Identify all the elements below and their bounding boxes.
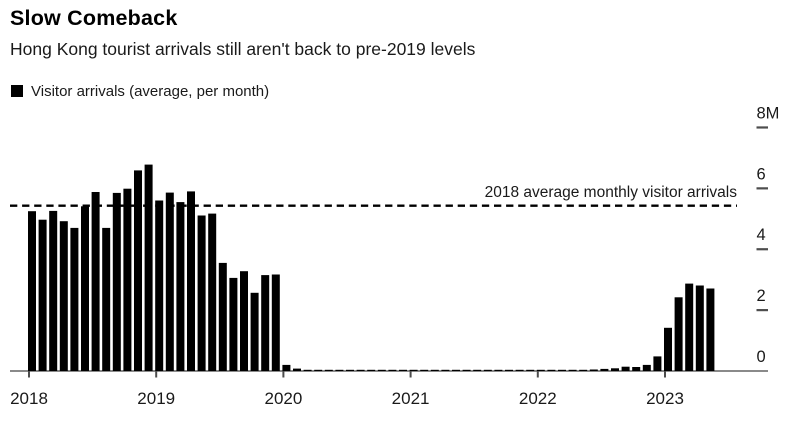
bar-2018-09 [112,192,121,371]
bar-2023-04 [695,285,704,371]
bar-2021-01 [409,369,418,371]
x-axis-year-label-2021: 2021 [392,389,430,408]
bar-2023-05 [706,288,715,371]
bar-2019-12 [271,274,280,371]
bar-2023-02 [674,297,683,371]
bar-2020-08 [356,369,365,371]
bar-2020-05 [324,369,333,371]
bar-2022-08 [611,368,619,371]
y-axis-tick-label-8: 8M [757,105,780,123]
bar-2022-10 [632,367,641,371]
bar-2022-11 [642,364,651,371]
bar-2019-09 [240,271,248,371]
bar-2021-05 [452,369,460,371]
bar-2020-11 [388,369,397,371]
bar-2018-02 [38,219,47,371]
bar-2019-10 [250,292,259,371]
bar-2020-04 [314,369,323,371]
bar-2020-12 [399,369,407,371]
bar-2018-11 [134,170,142,371]
chart-title: Slow Comeback [10,6,178,30]
bar-2021-12 [526,369,535,371]
bar-2019-06 [208,213,217,371]
x-axis-year-label-2020: 2020 [264,389,302,408]
bar-2022-09 [621,366,630,371]
legend-marker-icon [11,85,23,97]
bar-2019-03 [176,202,185,371]
bar-2021-03 [430,369,439,371]
bar-2020-10 [377,369,386,371]
bar-2021-04 [441,369,450,371]
bar-2023-01 [664,327,672,371]
bar-2018-12 [144,164,153,371]
x-axis-year-label-2018: 2018 [10,389,48,408]
x-axis-year-label-2022: 2022 [519,389,557,408]
y-axis-tick-label-6: 6 [757,165,766,183]
bar-2022-04 [568,369,577,371]
bar-2019-01 [155,200,164,371]
bar-2020-06 [335,369,344,371]
bar-2020-03 [303,369,312,371]
y-axis-tick-label-0: 0 [757,348,766,366]
chart-subtitle: Hong Kong tourist arrivals still aren't … [10,39,476,59]
bar-2019-02 [165,192,174,371]
bar-2018-06 [81,206,89,371]
bar-2021-02 [420,369,429,371]
bar-2022-07 [600,368,609,371]
bar-2019-11 [261,275,270,371]
bar-2020-01 [282,364,291,371]
x-axis-year-label-2019: 2019 [137,389,175,408]
y-axis-tick-label-4: 4 [757,226,766,244]
bar-2021-09 [494,369,503,371]
bar-2018-05 [70,227,79,371]
bar-2018-03 [49,210,58,371]
bar-2021-11 [515,369,524,371]
bar-2022-03 [558,369,566,371]
legend-label: Visitor arrivals (average, per month) [31,83,270,100]
bar-2022-01 [536,369,545,371]
legend: Visitor arrivals (average, per month) [11,83,269,100]
bar-2018-10 [123,188,132,371]
bar-2019-08 [229,277,238,371]
bar-2020-02 [293,368,301,371]
reference-line-label: 2018 average monthly visitor arrivals [484,184,737,201]
bar-2020-07 [346,369,354,371]
bar-2019-07 [218,262,227,371]
bar-2021-08 [483,369,492,371]
bar-2021-10 [505,369,513,371]
bar-2018-04 [59,221,68,371]
bar-2019-04 [187,191,195,371]
bar-2023-03 [685,283,694,371]
bar-2022-06 [589,369,598,371]
bar-2020-09 [367,369,376,371]
bar-2018-01 [28,211,36,371]
bar-2022-12 [653,356,662,371]
x-axis-year-label-2023: 2023 [646,389,684,408]
bar-2021-06 [462,369,471,371]
bar-2021-07 [473,369,482,371]
y-axis-tick-label-2: 2 [757,287,766,305]
bar-2018-07 [91,192,100,371]
bar-2018-08 [102,227,111,371]
bar-2022-05 [579,369,588,371]
bar-2019-05 [197,215,206,371]
bar-2022-02 [547,369,556,371]
